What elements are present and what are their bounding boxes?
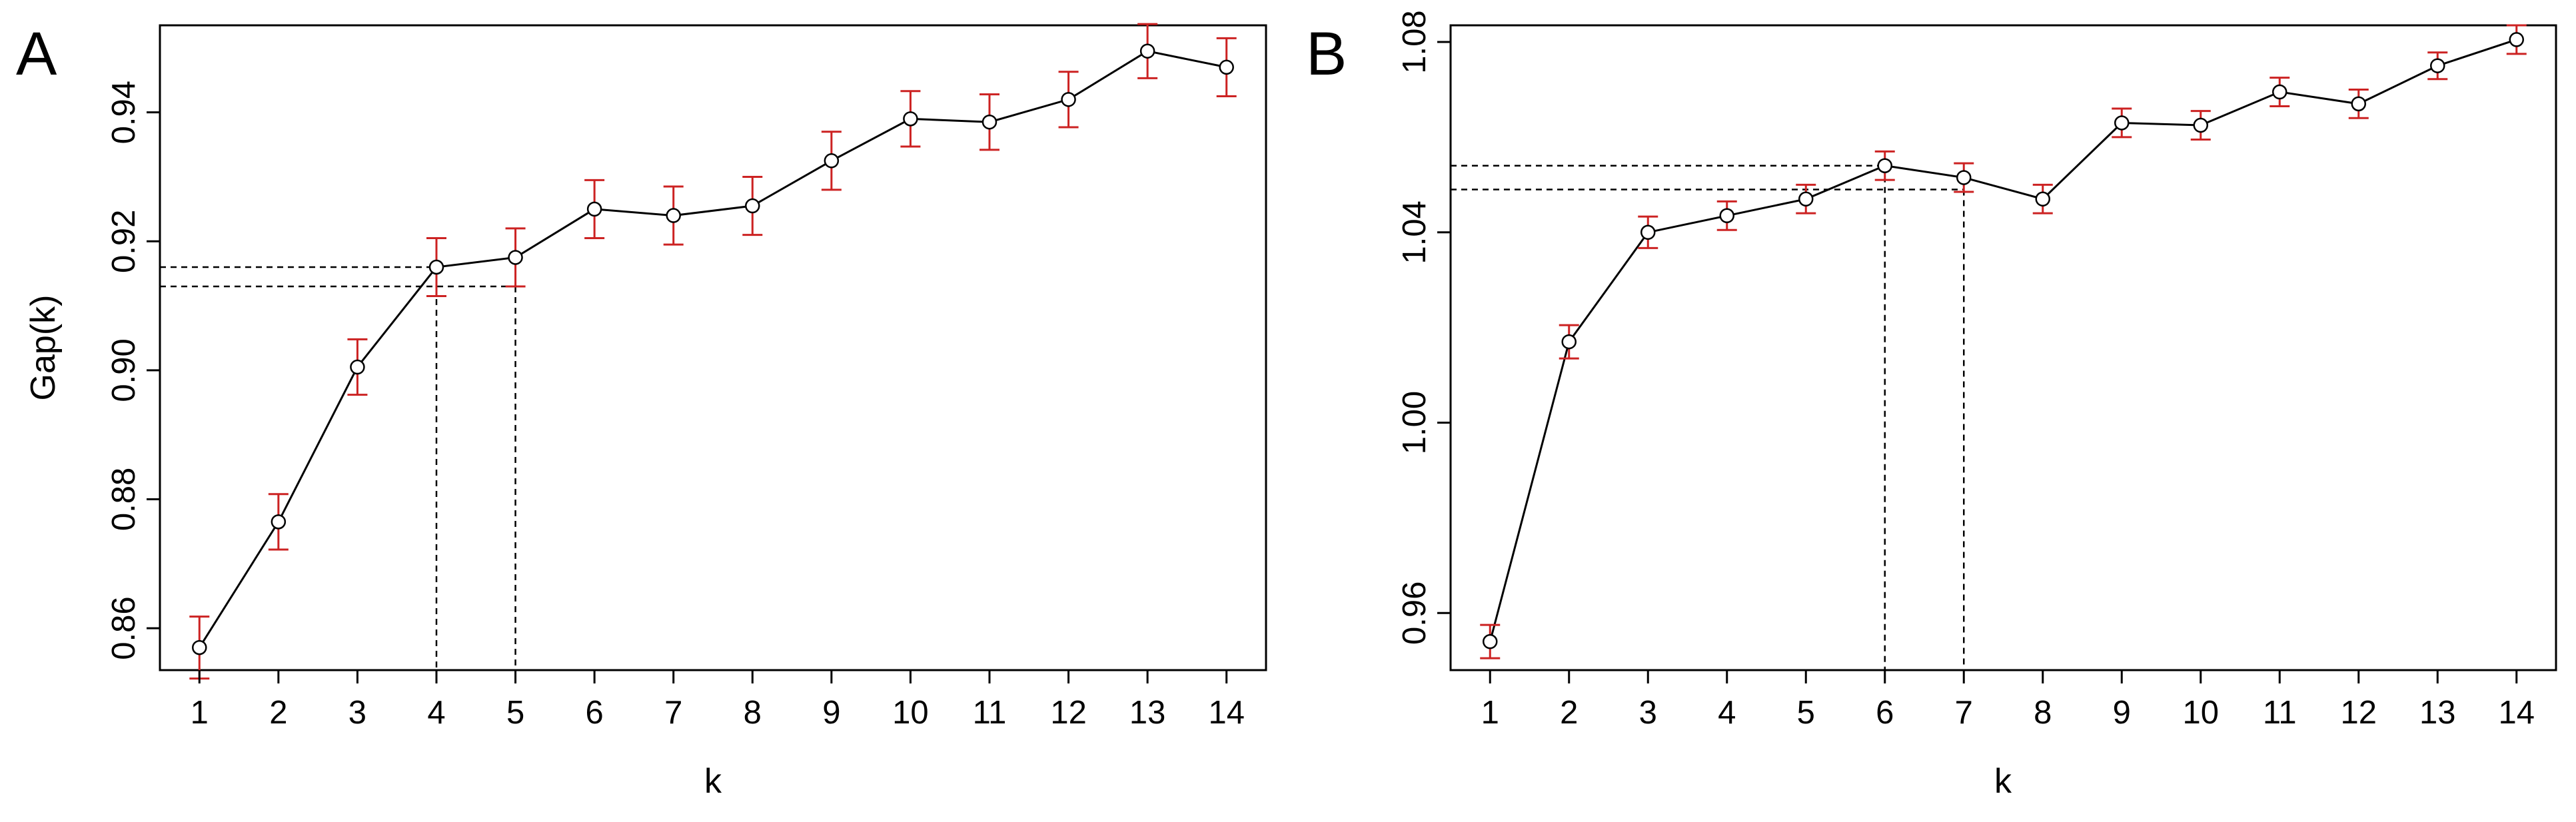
panel-b-xtick-label-7: 7 xyxy=(1955,695,1973,731)
panel-a-x-axis: 1 2 3 4 5 6 7 8 9 10 11 12 13 14 xyxy=(191,670,1245,731)
panel-b-xtick-label-12: 12 xyxy=(2340,695,2377,731)
panel-a-y-axis-label: Gap(k) xyxy=(24,295,63,401)
panel-b-point-8 xyxy=(2035,191,2050,207)
panel-a-point-12 xyxy=(1061,92,1076,107)
panel-b-ytick-label-3: 1.08 xyxy=(1397,10,1433,73)
panel-b-xtick-label-11: 11 xyxy=(2263,695,2297,731)
panel-a-xtick-label-1: 1 xyxy=(191,695,209,731)
panel-b-xtick-label-1: 1 xyxy=(1481,695,1499,731)
panel-a-point-5 xyxy=(508,250,523,265)
panel-a-xtick-label-9: 9 xyxy=(822,695,840,731)
panel-b-xtick-label-10: 10 xyxy=(2182,695,2219,731)
panel-b-point-9 xyxy=(2114,115,2130,131)
panel-a-point-11 xyxy=(981,114,997,130)
panel-a-point-9 xyxy=(824,153,840,169)
panel-a-point-8 xyxy=(745,198,760,214)
panel-b-series-line xyxy=(1489,38,2517,642)
panel-b-reference-lines xyxy=(1451,165,1965,670)
panel-b-x-axis: 1 2 3 4 5 6 7 8 9 10 11 12 13 14 xyxy=(1481,670,2535,731)
panel-b-xtick-label-4: 4 xyxy=(1718,695,1736,731)
panel-a-letter: A xyxy=(16,20,57,88)
panel-a-x-axis-label: k xyxy=(704,762,722,801)
panel-a-xtick-label-10: 10 xyxy=(892,695,929,731)
panel-b-point-13 xyxy=(2430,58,2445,73)
panel-b-xtick-label-5: 5 xyxy=(1797,695,1815,731)
panel-b-xtick-label-13: 13 xyxy=(2419,695,2456,731)
panel-a-point-1 xyxy=(192,639,207,655)
panel-a-xtick-label-5: 5 xyxy=(506,695,524,731)
panel-a-xtick-label-2: 2 xyxy=(269,695,287,731)
panel-b-xtick-label-3: 3 xyxy=(1639,695,1657,731)
panel-b-point-5 xyxy=(1798,191,1814,207)
panel-a-point-4 xyxy=(428,259,444,275)
panel-a-ytick-label-2: 0.90 xyxy=(106,338,142,402)
panel-b-point-1 xyxy=(1483,633,1498,649)
panel-b-point-14 xyxy=(2509,32,2524,47)
panel-a-point-14 xyxy=(1219,59,1234,75)
panel-a-point-6 xyxy=(586,201,602,217)
panel-a-plot-frame xyxy=(159,24,1267,671)
panel-a-xtick-label-8: 8 xyxy=(744,695,762,731)
panel-a-y-axis: 0.86 0.88 0.90 0.92 0.94 xyxy=(106,81,160,660)
panel-b-point-7 xyxy=(1956,170,1972,185)
panel-a-point-13 xyxy=(1139,43,1155,59)
panel-b-letter: B xyxy=(1306,20,1347,88)
panel-a-ytick-label-1: 0.88 xyxy=(106,468,142,531)
panel-a-point-10 xyxy=(903,111,918,127)
panel-a-series xyxy=(189,23,1237,680)
panel-a-reference-lines xyxy=(160,266,516,670)
panel-b-xtick-label-14: 14 xyxy=(2498,695,2535,731)
panel-a: A 0.860.880.900.920.94 1 2 3 4 5 6 7 8 9 10 11 12 13… xyxy=(16,20,1267,801)
panel-a-xtick-label-7: 7 xyxy=(664,695,682,731)
panel-b-point-10 xyxy=(2193,117,2208,133)
panel-a-xtick-label-14: 14 xyxy=(1208,695,1245,731)
panel-a-point-7 xyxy=(666,208,681,223)
panel-b-point-3 xyxy=(1640,224,1656,240)
panel-b-x-axis-label: k xyxy=(1994,762,2012,801)
panel-b-plot-frame xyxy=(1449,24,2557,671)
panel-b-point-6 xyxy=(1877,158,1892,173)
panel-b-ytick-label-1: 1.00 xyxy=(1397,391,1433,454)
panel-b-y-axis: 0.96 1.00 1.04 1.08 xyxy=(1397,10,1451,645)
panel-a-ytick-label-4: 0.94 xyxy=(106,81,142,144)
panel-b-point-4 xyxy=(1719,208,1734,224)
panel-b-point-12 xyxy=(2351,96,2366,112)
panel-b-xtick-label-8: 8 xyxy=(2034,695,2052,731)
panel-a-point-2 xyxy=(271,514,287,530)
panel-b-xtick-label-2: 2 xyxy=(1560,695,1578,731)
panel-a-xtick-label-6: 6 xyxy=(586,695,604,731)
panel-b: B 0.961.001.041.08 1 2 3 4 5 6 7 8 9 10 11 12 13 14 k xyxy=(1306,10,2557,801)
panel-a-xtick-label-12: 12 xyxy=(1050,695,1087,731)
panel-b-series xyxy=(1480,24,2527,659)
panel-b-point-2 xyxy=(1561,334,1577,350)
panel-b-xtick-label-6: 6 xyxy=(1876,695,1894,731)
panel-a-ytick-label-3: 0.92 xyxy=(106,210,142,273)
panel-b-ytick-label-2: 1.04 xyxy=(1397,201,1433,264)
panel-a-series-line xyxy=(199,50,1227,648)
panel-a-point-3 xyxy=(350,359,365,375)
panel-b-ytick-label-0: 0.96 xyxy=(1397,582,1433,645)
panel-a-xtick-label-13: 13 xyxy=(1129,695,1166,731)
panel-a-xtick-label-3: 3 xyxy=(348,695,366,731)
panel-a-xtick-label-4: 4 xyxy=(427,695,445,731)
panel-b-point-11 xyxy=(2272,84,2287,100)
panel-a-xtick-label-11: 11 xyxy=(973,695,1007,731)
panel-b-xtick-label-9: 9 xyxy=(2113,695,2131,731)
panel-a-ytick-label-0: 0.86 xyxy=(106,596,142,659)
